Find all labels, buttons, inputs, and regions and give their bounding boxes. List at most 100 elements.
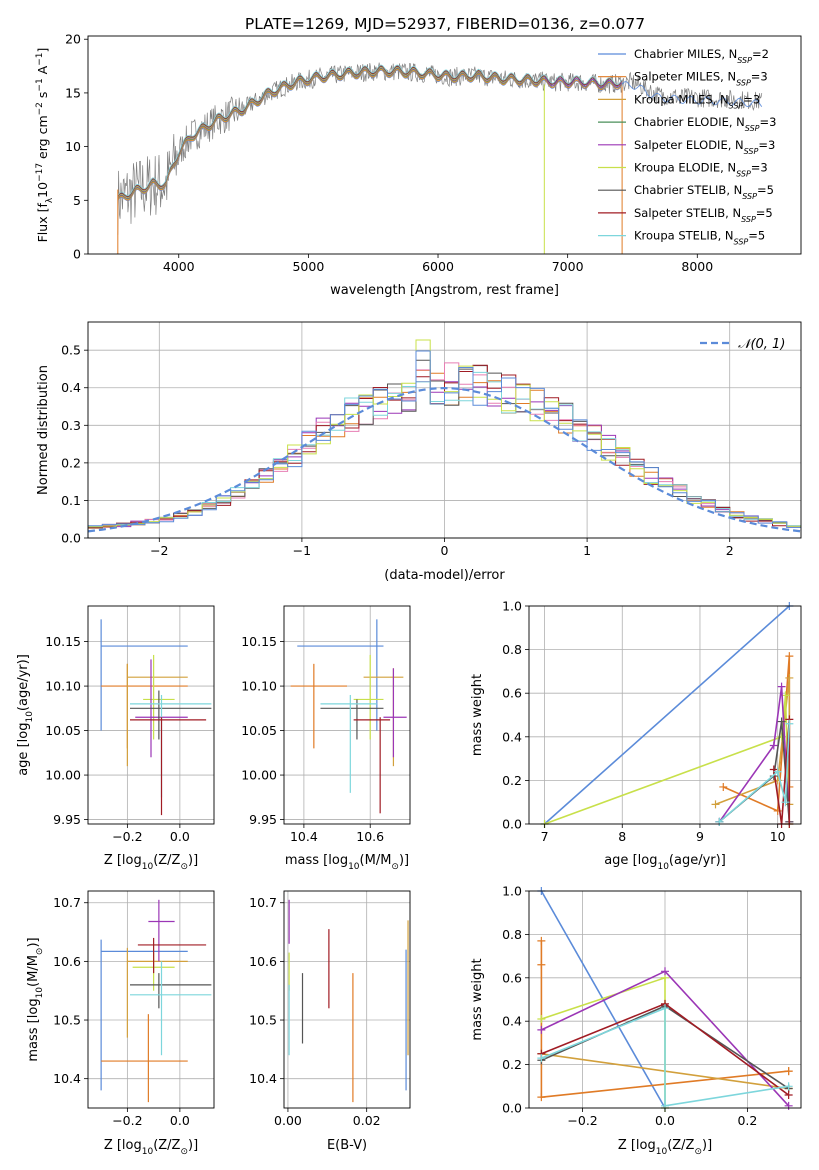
x-axis-label: Z [log10(Z/Z⊙)] xyxy=(618,1138,712,1157)
y-axis-label: Normed distribution xyxy=(36,365,51,495)
weight-marker xyxy=(537,1093,546,1102)
legend-sub: SSP xyxy=(741,214,756,223)
label-part: erg cm xyxy=(35,115,50,163)
y-tick-label: 0.8 xyxy=(502,642,522,657)
x-tick-label: −1 xyxy=(293,543,311,558)
weight-marker xyxy=(784,1082,793,1091)
y-tick-label: 10.10 xyxy=(241,679,277,694)
legend-sub: SSP xyxy=(736,169,751,178)
x-tick-label: 0.2 xyxy=(737,1113,757,1128)
y-tick-label: 0.5 xyxy=(61,343,81,358)
label-part: −17 xyxy=(35,163,45,182)
label-part: (M/M xyxy=(360,853,392,868)
weight-marker xyxy=(661,1004,669,1013)
x-tick-label: 0.00 xyxy=(274,1113,302,1128)
panel-residuals: −2 −1 0 1 2 0.0 0.1 0.2 0.3 0.4 0.5 (data-model)/er… xyxy=(36,321,802,583)
x-tick-label: −2 xyxy=(150,543,168,558)
label-part: ⊙ xyxy=(180,1147,188,1157)
x-tick-label: 4000 xyxy=(163,259,195,274)
weight-line-0 xyxy=(540,890,666,1109)
model-line-7 xyxy=(117,65,623,197)
legend-n: =3 xyxy=(760,115,777,129)
y-axis-label: mass weight xyxy=(470,958,485,1040)
model-line-5 xyxy=(117,66,545,198)
y-tick-label: 10.6 xyxy=(249,954,277,969)
y-tick-label: 10.10 xyxy=(45,679,81,694)
label-part: 10 xyxy=(656,1147,668,1157)
weight-marker xyxy=(537,1025,546,1034)
mass-weight-lines xyxy=(537,887,793,1112)
y-tick-label: 10.00 xyxy=(241,768,277,783)
y-tick-label: 0.2 xyxy=(502,773,522,788)
axes-frame xyxy=(528,605,802,825)
histogram-7 xyxy=(87,350,801,538)
legend-text: Chabrier STELIB, N xyxy=(634,183,742,197)
y-tick-label: 10.5 xyxy=(53,1013,81,1028)
label-part: (age/yr)] xyxy=(669,853,726,868)
legend-n: =5 xyxy=(748,229,765,243)
label-part: mass [log xyxy=(26,998,41,1061)
legend-entry: Chabrier MILES, NSSP=2 xyxy=(634,47,769,65)
label-part: 10 xyxy=(35,987,45,999)
x-axis-label: (data-model)/error xyxy=(384,568,505,583)
x-axis-label: age [log10(age/yr)] xyxy=(604,853,726,872)
legend-text: Salpeter MILES, N xyxy=(634,70,736,84)
y-tick-label: 1.0 xyxy=(502,884,522,899)
y-tick-label: 0.1 xyxy=(61,493,81,508)
y-tick-label: 0.6 xyxy=(502,686,522,701)
y-tick-label: 10.7 xyxy=(249,895,277,910)
legend-n: =3 xyxy=(751,70,768,84)
legend-entry: Kroupa MILES, NSSP=3 xyxy=(634,92,760,110)
x-tick-label: 0.0 xyxy=(655,1113,675,1128)
legend-sub: SSP xyxy=(734,237,749,246)
model-line-0 xyxy=(117,69,763,202)
x-axis-label: Z [log10(Z/Z⊙)] xyxy=(104,853,198,872)
panel-mass_vs_z: −0.2 0.010.410.510.610.7Z [log10(Z/Z⊙)]ma… xyxy=(26,890,215,1157)
label-part: 10 xyxy=(348,862,360,872)
label-part: (Z/Z xyxy=(667,1138,694,1153)
x-axis-label: E(B-V) xyxy=(327,1138,367,1153)
label-part: 10 xyxy=(35,182,50,198)
x-tick-label: 10.6 xyxy=(356,829,384,844)
x-tick-label: 8000 xyxy=(681,259,713,274)
legend-n: =3 xyxy=(758,138,775,152)
label-part: (M/M xyxy=(26,955,41,987)
panel-age_vs_mass: 10.4 10.6 9.95 10.00 10.05 10.10 10.15 mass [lo… xyxy=(241,605,411,872)
x-tick-label: 0 xyxy=(441,543,449,558)
y-tick-label: 0.0 xyxy=(61,531,81,546)
weight-marker xyxy=(537,1054,546,1063)
panel-massweight_vs_z: −0.2 0.0 0.2 0.0 0.2 0.4 0.6 0.8 1.0 Z [log10(Z/Z… xyxy=(470,884,802,1157)
label-part: )] xyxy=(399,853,409,868)
y-tick-label: 10.7 xyxy=(53,895,81,910)
spectrum-lines xyxy=(117,62,763,254)
model-line-8 xyxy=(117,64,623,197)
y-tick-label: 9.95 xyxy=(53,812,81,827)
weight-line-4 xyxy=(718,686,791,823)
label-part: )] xyxy=(188,1138,198,1153)
model-line-4 xyxy=(117,67,623,199)
legend-text: Kroupa ELODIE, N xyxy=(634,161,736,175)
y-tick-label: 0.0 xyxy=(502,817,522,832)
label-part: Z [log xyxy=(618,1138,656,1153)
legend-entry: Chabrier ELODIE, NSSP=3 xyxy=(634,115,776,133)
label-part: )] xyxy=(26,937,41,947)
x-tick-label: 5000 xyxy=(292,259,324,274)
weight-marker xyxy=(773,767,782,776)
weight-marker xyxy=(784,1101,793,1110)
legend-sub: SSP xyxy=(736,78,751,87)
x-tick-label: 1 xyxy=(583,543,591,558)
y-tick-label: 20 xyxy=(65,32,81,47)
legend-entry: Kroupa ELODIE, NSSP=3 xyxy=(634,161,768,179)
weight-line-3 xyxy=(541,976,666,1108)
y-tick-label: 10.5 xyxy=(249,1013,277,1028)
weight-marker xyxy=(715,817,724,826)
label-part: ⊙ xyxy=(391,862,399,872)
legend-text: Chabrier MILES, N xyxy=(634,47,737,61)
axes-frame xyxy=(87,35,802,255)
y-axis-label: age [log10(age/yr)] xyxy=(16,654,35,776)
x-tick-label: 9 xyxy=(696,829,704,844)
label-part: ⊙ xyxy=(35,948,45,956)
weight-line-7 xyxy=(541,1007,789,1107)
x-axis-label: wavelength [Angstrom, rest frame] xyxy=(330,283,559,298)
